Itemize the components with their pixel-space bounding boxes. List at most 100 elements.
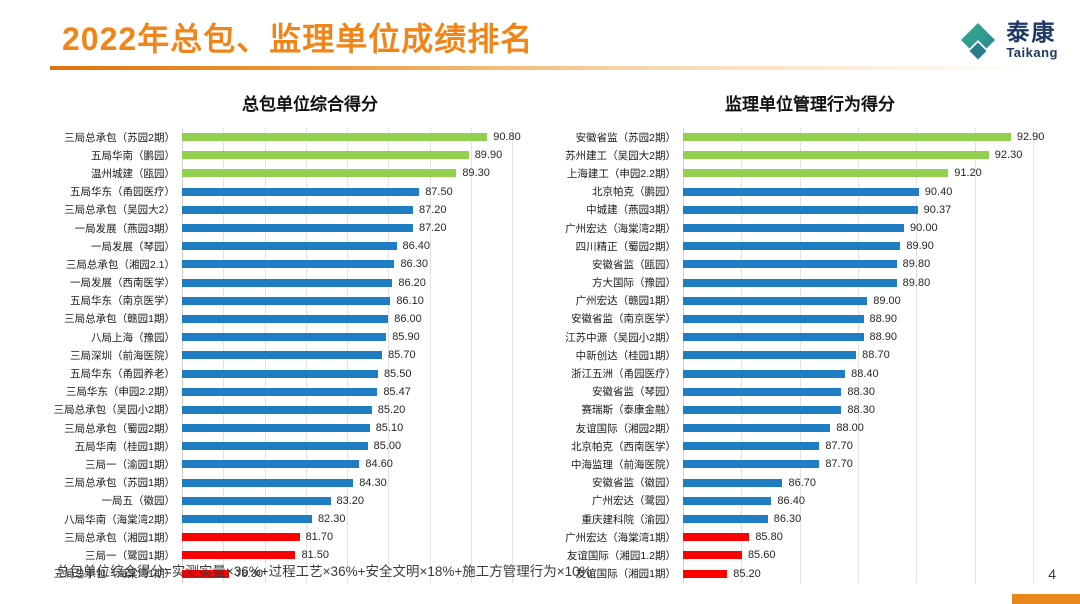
bar-value-label: 85.50: [383, 367, 412, 380]
bar-track: 81.50: [182, 546, 532, 564]
bar-value-label: 92.30: [994, 149, 1023, 162]
bar-value-label: 87.20: [419, 222, 447, 235]
bar: [683, 333, 864, 342]
chart-row: 三局总承包（海棠湾1期） 78.30: [32, 565, 532, 583]
chart-row: 北京帕克（西南医学） 87.70: [528, 437, 1058, 455]
bar: [182, 387, 378, 396]
chart-row: 一局发展（西南医学） 86.20: [32, 274, 532, 292]
bar-category-label: 中海监理（前海医院）: [571, 458, 676, 471]
bar: [683, 442, 820, 451]
bar-value-label: 87.70: [825, 440, 853, 453]
bar-track: 89.30: [182, 164, 532, 182]
bar-track: 89.90: [182, 146, 532, 164]
bar: [182, 151, 469, 160]
bar-track: 88.90: [683, 328, 1058, 346]
bar: [683, 569, 728, 578]
bar-category-label: 一局发展（琴园）: [91, 240, 175, 253]
chart-row: 五局华东（南京医学） 86.10: [32, 292, 532, 310]
bar: [182, 369, 378, 378]
bar-category-label: 五局华东（甬园养老）: [70, 368, 175, 381]
bar-value-label: 81.50: [301, 549, 329, 562]
bar-value-label: 91.20: [954, 167, 982, 180]
chart-row: 三局总承包（蜀园2期） 85.10: [32, 419, 532, 437]
bar-track: 86.40: [182, 237, 532, 255]
bar-value-label: 85.80: [755, 531, 783, 544]
bar-value-label: 90.37: [923, 203, 952, 216]
bar-track: 90.00: [683, 219, 1058, 237]
bar: [683, 496, 772, 505]
bar-track: 89.80: [683, 274, 1058, 292]
chart-row: 温州城建（瓯园） 89.30: [32, 164, 532, 182]
bar-value-label: 85.10: [375, 422, 404, 435]
bar-track: 84.30: [182, 474, 532, 492]
bar-value-label: 86.10: [396, 294, 424, 307]
chart-row: 安徽省监（徽园） 86.70: [528, 474, 1058, 492]
bar: [683, 314, 864, 323]
bar-track: 90.80: [182, 128, 532, 146]
page-title: 2022年总包、监理单位成绩排名: [62, 21, 534, 57]
bar: [683, 533, 750, 542]
bar: [683, 515, 768, 524]
bar-category-label: 五局华东（南京医学）: [70, 295, 175, 308]
bar: [182, 478, 354, 487]
chart-row: 三局华东（申园2.2期） 85.47: [32, 383, 532, 401]
bar-track: 87.70: [683, 437, 1058, 455]
bar: [182, 205, 413, 214]
bar-category-label: 广州宏达（海棠湾2期）: [565, 222, 676, 235]
bar-track: 88.30: [683, 401, 1058, 419]
bar-track: 86.70: [683, 474, 1058, 492]
bar-category-label: 三局一（渝园1期）: [85, 458, 175, 471]
chart-row: 友谊国际（湘园1期） 85.20: [528, 565, 1058, 583]
bar: [182, 405, 372, 414]
bar-track: 83.20: [182, 492, 532, 510]
bar-value-label: 81.70: [305, 531, 334, 544]
chart-row: 苏州建工（吴园大2期） 92.30: [528, 146, 1058, 164]
chart-row: 广州宏达（海棠湾1期） 85.80: [528, 528, 1058, 546]
bar-chart-contractor: 三局总承包（苏园2期） 90.80 五局华南（鹏园） 89.90 温州城建（瓯园） 89.…: [32, 128, 532, 583]
bar-track: 88.00: [683, 419, 1058, 437]
bar-track: 86.30: [683, 510, 1058, 528]
bar-track: 89.00: [683, 292, 1058, 310]
bar: [182, 551, 296, 560]
bar-track: 85.20: [182, 401, 532, 419]
bar-category-label: 三局华东（申园2.2期）: [65, 386, 175, 399]
bar-category-label: 上海建工（申园2.2期）: [566, 167, 676, 180]
chart-row: 三局深圳（前海医院） 85.70: [32, 346, 532, 364]
footer-formula-note: 总包单位综合得分=实测实量×36%+过程工艺×36%+安全文明×18%+施工方管…: [56, 564, 592, 579]
bar-value-label: 82.30: [317, 513, 346, 526]
bar-value-label: 88.30: [847, 403, 875, 416]
bar-value-label: 84.60: [365, 458, 393, 471]
brand-logo: 泰康 Taikang: [958, 20, 1058, 60]
bar-category-label: 中新创达（桂园1期）: [575, 349, 676, 362]
bar-value-label: 88.90: [869, 331, 898, 344]
bar-category-label: 四川精正（蜀园2期）: [575, 240, 676, 253]
bar: [683, 369, 846, 378]
logo-wordmark: 泰康 Taikang: [1006, 21, 1058, 60]
bar: [683, 478, 783, 487]
bar: [683, 187, 919, 196]
bar-value-label: 85.20: [733, 567, 761, 580]
bar: [182, 169, 457, 178]
bar-category-label: 三局一（鹭园1期）: [85, 549, 175, 562]
bar-category-label: 三局总承包（海棠湾1期）: [53, 568, 175, 581]
chart-row: 方大国际（豫园） 89.80: [528, 274, 1058, 292]
chart-row: 一局发展（燕园3期） 87.20: [32, 219, 532, 237]
bar-track: 88.40: [683, 364, 1058, 382]
bar-category-label: 八局上海（豫园）: [91, 331, 175, 344]
bar-category-label: 一局发展（燕园3期）: [74, 222, 175, 235]
bar: [182, 260, 395, 269]
bar-category-label: 安徽省监（瓯园）: [592, 258, 676, 271]
bar-category-label: 北京帕克（西南医学）: [571, 440, 676, 453]
chart-row: 友谊国际（湘园1.2期） 85.60: [528, 546, 1058, 564]
bar-value-label: 85.20: [377, 403, 406, 416]
bar-value-label: 87.20: [419, 203, 447, 216]
bar-category-label: 广州宏达（鹭园）: [592, 495, 676, 508]
chart-row: 三局总承包（湘园2.1） 86.30: [32, 255, 532, 273]
chart-row: 三局总承包（苏园2期） 90.80: [32, 128, 532, 146]
bar: [182, 351, 383, 360]
bar-value-label: 86.20: [398, 276, 426, 289]
bar-value-label: 90.00: [910, 222, 938, 235]
bar-category-label: 一局发展（西南医学）: [70, 277, 175, 290]
bar-track: 85.47: [182, 383, 532, 401]
bar-value-label: 90.80: [493, 131, 521, 144]
